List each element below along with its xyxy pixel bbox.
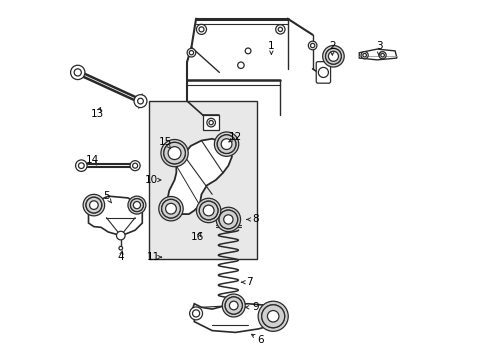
Circle shape	[163, 142, 185, 164]
Circle shape	[196, 198, 221, 223]
Circle shape	[216, 207, 240, 231]
Circle shape	[86, 197, 102, 213]
Circle shape	[222, 294, 244, 317]
Text: 8: 8	[251, 215, 258, 224]
Circle shape	[380, 53, 384, 57]
Circle shape	[214, 132, 238, 156]
Polygon shape	[192, 304, 280, 332]
Circle shape	[219, 210, 237, 229]
Circle shape	[219, 210, 237, 229]
Circle shape	[132, 163, 137, 168]
Polygon shape	[88, 196, 142, 235]
Circle shape	[162, 199, 180, 218]
Circle shape	[261, 305, 284, 328]
Circle shape	[199, 27, 203, 32]
Circle shape	[189, 307, 202, 320]
Text: 9: 9	[251, 302, 258, 312]
Circle shape	[70, 65, 85, 80]
Circle shape	[83, 194, 104, 216]
Text: 14: 14	[85, 155, 99, 165]
Text: 3: 3	[375, 41, 382, 50]
Circle shape	[187, 48, 195, 57]
Circle shape	[203, 205, 214, 216]
Polygon shape	[167, 139, 231, 214]
Circle shape	[360, 51, 367, 59]
Circle shape	[258, 301, 287, 331]
Circle shape	[378, 51, 386, 59]
Text: 5: 5	[103, 191, 109, 201]
Circle shape	[128, 196, 145, 214]
Text: 6: 6	[257, 334, 264, 345]
Circle shape	[308, 41, 316, 50]
Circle shape	[206, 118, 215, 127]
Circle shape	[196, 24, 206, 35]
Circle shape	[199, 201, 218, 220]
Circle shape	[130, 161, 140, 171]
Circle shape	[223, 215, 233, 224]
Circle shape	[325, 48, 341, 64]
Polygon shape	[203, 116, 219, 130]
Text: 15: 15	[159, 138, 172, 147]
Circle shape	[89, 201, 98, 210]
Circle shape	[224, 297, 242, 314]
Circle shape	[362, 53, 366, 57]
Circle shape	[168, 147, 181, 159]
Circle shape	[159, 197, 183, 221]
Circle shape	[261, 305, 284, 328]
Circle shape	[116, 231, 125, 240]
Bar	[149, 101, 257, 259]
Circle shape	[86, 197, 102, 213]
Circle shape	[267, 311, 278, 322]
Circle shape	[189, 50, 193, 55]
Circle shape	[74, 69, 81, 76]
Text: 4: 4	[117, 252, 124, 262]
Circle shape	[325, 48, 341, 64]
Text: 2: 2	[328, 41, 335, 50]
Circle shape	[322, 45, 344, 67]
Text: 10: 10	[144, 175, 158, 185]
Circle shape	[275, 25, 285, 34]
Circle shape	[244, 48, 250, 54]
Circle shape	[199, 201, 218, 220]
Circle shape	[310, 43, 314, 48]
Text: 13: 13	[91, 109, 104, 119]
Text: 11: 11	[146, 252, 160, 262]
Circle shape	[237, 62, 244, 68]
Circle shape	[229, 301, 238, 310]
Circle shape	[217, 135, 235, 153]
Circle shape	[208, 121, 213, 125]
Text: 12: 12	[228, 132, 242, 142]
Circle shape	[119, 246, 122, 250]
Text: 16: 16	[191, 232, 204, 242]
Circle shape	[328, 51, 338, 61]
Circle shape	[224, 297, 242, 314]
Circle shape	[134, 95, 147, 108]
Circle shape	[192, 310, 199, 317]
FancyBboxPatch shape	[316, 62, 330, 83]
Circle shape	[163, 142, 185, 164]
Circle shape	[217, 135, 235, 153]
Polygon shape	[359, 49, 396, 60]
Circle shape	[318, 67, 328, 77]
Text: 7: 7	[246, 277, 253, 287]
Circle shape	[221, 139, 231, 149]
Circle shape	[162, 199, 180, 218]
Circle shape	[76, 160, 87, 171]
Circle shape	[165, 203, 176, 214]
Circle shape	[137, 98, 143, 104]
Circle shape	[133, 202, 140, 209]
Circle shape	[78, 163, 84, 168]
Text: 1: 1	[267, 41, 274, 50]
Circle shape	[161, 139, 188, 167]
Circle shape	[278, 27, 282, 32]
Circle shape	[130, 199, 143, 212]
Circle shape	[130, 199, 143, 212]
